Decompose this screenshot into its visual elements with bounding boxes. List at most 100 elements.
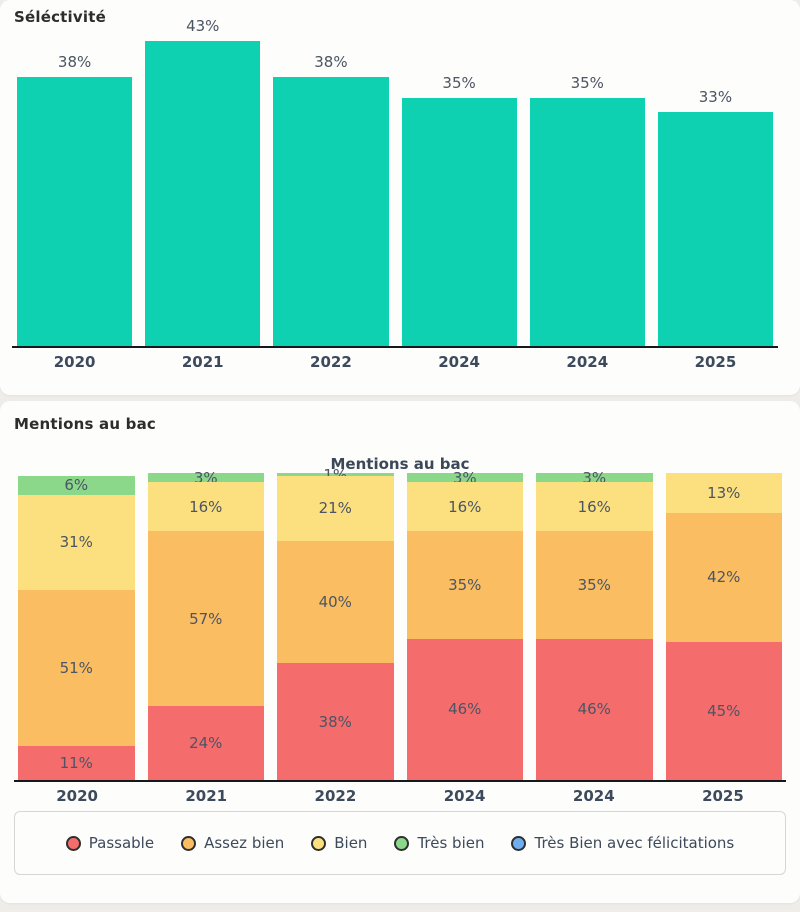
legend-label: Assez bien [204, 834, 285, 852]
stack-column: 1% 21% 40% 38% [277, 466, 394, 780]
x-axis-label: 2024 [438, 353, 480, 371]
selectivity-bar[interactable] [145, 41, 261, 346]
legend-label: Bien [334, 834, 368, 852]
legend-item[interactable]: Bien [311, 834, 367, 852]
stack-segment[interactable]: 57% [147, 531, 264, 707]
segment-value-label: 35% [448, 576, 482, 595]
stack-segment[interactable]: 31% [18, 494, 135, 590]
x-axis-label: 2020 [56, 787, 98, 805]
x-axis-label: 2021 [181, 353, 224, 371]
x-axis-label: 2024 [572, 787, 615, 805]
mentions-card: Mentions au bac Mentions au bac 6% 31% 51%… [0, 401, 800, 903]
stack-segment[interactable]: 21% [277, 476, 394, 541]
selectivity-bar[interactable] [273, 76, 389, 346]
mentions-heading: Mentions au bac [14, 415, 156, 433]
stack-segment[interactable]: 42% [665, 512, 782, 642]
segment-value-label: 16% [577, 497, 611, 516]
selectivity-bar[interactable] [401, 97, 517, 346]
stack-column: 6% 31% 51% 11% [18, 476, 135, 780]
segment-value-label: 40% [318, 592, 352, 611]
segment-value-label: 6% [64, 476, 89, 495]
selectivity-bar[interactable] [657, 112, 774, 346]
legend-swatch-icon [181, 835, 197, 851]
selectivity-bar[interactable] [529, 97, 645, 346]
legend-item[interactable]: Passable [65, 834, 155, 852]
x-axis-label: 2022 [314, 787, 357, 805]
selectivity-card: Séléctivité 38% 43% 38% 35% 35% 33% 2020 2021 2… [0, 0, 800, 395]
stack-segment[interactable]: 3% [406, 469, 523, 487]
stack-segment[interactable]: 6% [18, 476, 135, 495]
segment-value-label: 3% [582, 468, 607, 487]
segment-value-label: 24% [189, 734, 223, 753]
bar-column: 35% [401, 73, 517, 346]
legend-swatch-icon [394, 835, 410, 851]
legend-swatch-icon [511, 835, 527, 851]
bar-value-label: 43% [186, 17, 220, 36]
bar-column: 38% [17, 52, 133, 346]
stack-segment[interactable]: 35% [406, 531, 523, 639]
segment-value-label: 51% [59, 658, 93, 677]
segment-value-label: 21% [318, 499, 352, 518]
segment-value-label: 57% [189, 609, 223, 628]
segment-value-label: 35% [577, 576, 611, 595]
stack-segment[interactable]: 16% [147, 482, 264, 532]
legend-label: Très bien [417, 834, 485, 852]
x-axis-label: 2022 [310, 353, 352, 371]
segment-value-label: 42% [707, 568, 741, 587]
stack-segment[interactable]: 40% [277, 540, 394, 664]
stack-segment[interactable]: 46% [406, 638, 523, 780]
stack-segment[interactable]: 11% [18, 746, 135, 780]
legend-item[interactable]: Très Bien avec félicitations [511, 834, 734, 852]
stack-column: 3% 16% 35% 46% [406, 469, 523, 780]
segment-value-label: 46% [448, 700, 482, 719]
stack-column: 13% 42% 45% [665, 473, 782, 780]
stack-segment[interactable]: 3% [536, 469, 653, 487]
legend-swatch-icon [65, 835, 81, 851]
selectivity-heading: Séléctivité [14, 8, 106, 26]
segment-value-label: 38% [318, 712, 352, 731]
segment-value-label: 16% [448, 497, 482, 516]
stack-column: 3% 16% 35% 46% [536, 469, 653, 780]
x-axis-label: 2024 [566, 353, 609, 371]
mentions-plot: 6% 31% 51% 11% 3% 16% 57% 24% 1% 21% 40% 38% 3% 16% 35… [14, 466, 786, 782]
bar-value-label: 38% [57, 52, 92, 71]
stack-segment[interactable]: 24% [147, 706, 264, 780]
segment-value-label: 3% [193, 468, 218, 487]
stack-segment[interactable]: 3% [147, 469, 264, 487]
segment-value-label: 31% [59, 533, 93, 552]
stack-segment[interactable]: 51% [18, 589, 135, 747]
bar-column: 35% [529, 73, 645, 346]
selectivity-plot: 38% 43% 38% 35% 35% 33% [12, 17, 778, 348]
segment-value-label: 13% [707, 483, 741, 502]
bar-value-label: 35% [570, 73, 604, 92]
bar-value-label: 33% [698, 88, 733, 107]
stack-segment[interactable]: 13% [665, 473, 782, 513]
stack-segment[interactable]: 35% [536, 531, 653, 639]
legend-item[interactable]: Très bien [394, 834, 484, 852]
legend-label: Passable [88, 834, 155, 852]
bar-column: 43% [145, 17, 261, 346]
segment-value-label: 11% [59, 754, 93, 773]
x-axis-label: 2024 [443, 787, 486, 805]
x-axis-label: 2025 [702, 787, 744, 805]
segment-value-label: 45% [707, 701, 741, 720]
bar-value-label: 35% [442, 73, 476, 92]
legend-item[interactable]: Assez bien [181, 834, 284, 852]
mentions-chart-title: Mentions au bac [330, 455, 470, 473]
segment-value-label: 16% [189, 497, 223, 516]
stack-segment[interactable]: 16% [536, 482, 653, 532]
stack-column: 3% 16% 57% 24% [147, 469, 264, 780]
x-axis-label: 2021 [185, 787, 228, 805]
stack-segment[interactable]: 45% [665, 641, 782, 780]
bar-column: 38% [273, 53, 389, 346]
x-axis-label: 2025 [694, 353, 737, 371]
stack-segment[interactable]: 16% [406, 482, 523, 532]
segment-value-label: 3% [452, 468, 477, 487]
legend-swatch-icon [311, 835, 327, 851]
mentions-x-axis: 2020 2021 2022 2024 2024 2025 [14, 787, 786, 805]
stack-segment[interactable]: 46% [536, 638, 653, 780]
bar-column: 33% [657, 88, 774, 346]
selectivity-bar[interactable] [17, 76, 133, 346]
stack-segment[interactable]: 38% [277, 663, 394, 780]
legend-label: Très Bien avec félicitations [534, 834, 735, 852]
